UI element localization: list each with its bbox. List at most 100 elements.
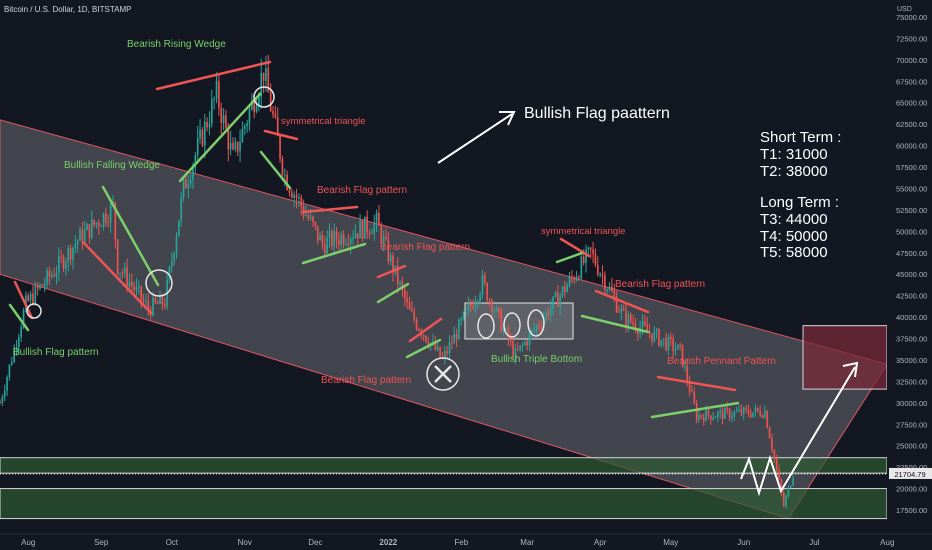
candle-body (792, 478, 794, 486)
candle-body (276, 117, 279, 137)
time-tick-label: Nov (238, 538, 252, 547)
candle-body (432, 341, 434, 343)
candle-body (359, 221, 361, 239)
candle-body (291, 192, 293, 198)
target-t4: T4: 50000 (760, 228, 828, 245)
candle-body (178, 220, 180, 237)
candle-body (507, 328, 510, 340)
sym-triangle-1-upper (263, 129, 299, 141)
candle-body (274, 113, 277, 118)
candle-body (210, 99, 213, 124)
candle-body (119, 272, 121, 274)
candle-body (213, 98, 215, 100)
bear-flag-4-lower (580, 314, 650, 334)
candle-body (309, 216, 312, 219)
rising-wedge-lower (178, 92, 262, 183)
candle-body (528, 333, 531, 346)
candle-body (201, 129, 204, 146)
candle-body (493, 311, 496, 313)
candle-body (293, 194, 296, 198)
candle-body (371, 233, 373, 235)
current-price-box (889, 467, 932, 479)
candle-body (599, 274, 601, 276)
candle-body (105, 213, 107, 223)
candle-body (152, 297, 154, 316)
candle-body (8, 364, 11, 378)
candle-body (248, 109, 251, 124)
candle-body (688, 381, 691, 392)
candle-body (74, 244, 77, 248)
label-symmetrical-triangle-1: symmetrical triangle (281, 116, 365, 127)
candle-body (521, 344, 524, 346)
candle-body (460, 318, 463, 321)
candle-body (32, 293, 34, 304)
candle-body (50, 274, 53, 277)
candle-body (215, 81, 218, 99)
candle-body (107, 222, 110, 224)
candle-body (672, 339, 674, 351)
candle-body (676, 344, 679, 350)
candle-body (726, 407, 729, 410)
candle-body (538, 325, 540, 328)
candle-body (98, 222, 100, 227)
label-bearish-flag-3: Bearish Flag pattern (321, 375, 411, 386)
candle-body (745, 407, 747, 410)
candle-body (448, 342, 451, 354)
candle-body (700, 414, 703, 418)
candle-body (408, 301, 411, 310)
candle-body (295, 194, 298, 198)
label-bearish-flag-4: Bearish Flag pattern (615, 279, 705, 290)
candle-body (413, 311, 416, 321)
candle-body (615, 296, 618, 312)
candle-body (714, 417, 717, 419)
candle-body (653, 331, 656, 342)
candle-body (742, 407, 745, 415)
bear-flag-3-upper (408, 317, 443, 343)
candle-body (556, 292, 559, 307)
candle-body (347, 243, 350, 245)
circle-marker (503, 312, 521, 338)
candle-body (759, 410, 762, 416)
bear-flag-4-upper (594, 289, 650, 314)
candle-body (260, 72, 263, 97)
candle-body (156, 302, 159, 305)
candle-body (434, 341, 437, 350)
candle-body (575, 276, 578, 281)
candle-body (488, 300, 491, 302)
candle-body (512, 341, 514, 357)
candle-body (644, 321, 646, 325)
flag-line-bearish (13, 280, 34, 320)
candle-body (138, 286, 140, 288)
candle-body (632, 322, 634, 325)
candle-body (679, 344, 681, 346)
candle-body (519, 345, 521, 350)
candle-body (13, 348, 15, 363)
candle-body (307, 215, 310, 219)
candle-body (474, 303, 477, 309)
candle-body (785, 496, 787, 506)
candle-body (627, 314, 630, 326)
candle-body (316, 225, 319, 241)
candle-body (6, 377, 8, 391)
candle-body (651, 333, 653, 342)
candle-body (363, 216, 366, 239)
candle-body (665, 338, 667, 350)
candle-body (443, 351, 446, 358)
label-bearish-rising-wedge: Bearish Rising Wedge (127, 39, 226, 50)
label-bullish-triple-bottom: Bullish Triple Bottom (491, 354, 582, 365)
candle-body (757, 407, 759, 411)
target-t3: T3: 44000 (760, 211, 828, 228)
candle-body (140, 286, 143, 300)
circle-marker (253, 86, 275, 108)
candle-body (251, 100, 253, 110)
candle-body (458, 320, 460, 340)
candle-body (135, 286, 138, 291)
candle-body (707, 410, 710, 416)
candle-body (67, 247, 70, 262)
candle-body (283, 174, 286, 176)
candle-body (27, 295, 30, 301)
candle-body (46, 270, 48, 284)
candle-body (455, 333, 458, 340)
time-axis: Aug Sep Oct Nov Dec 2022 Feb Mar Apr May Jun Jul Aug (21, 538, 894, 547)
